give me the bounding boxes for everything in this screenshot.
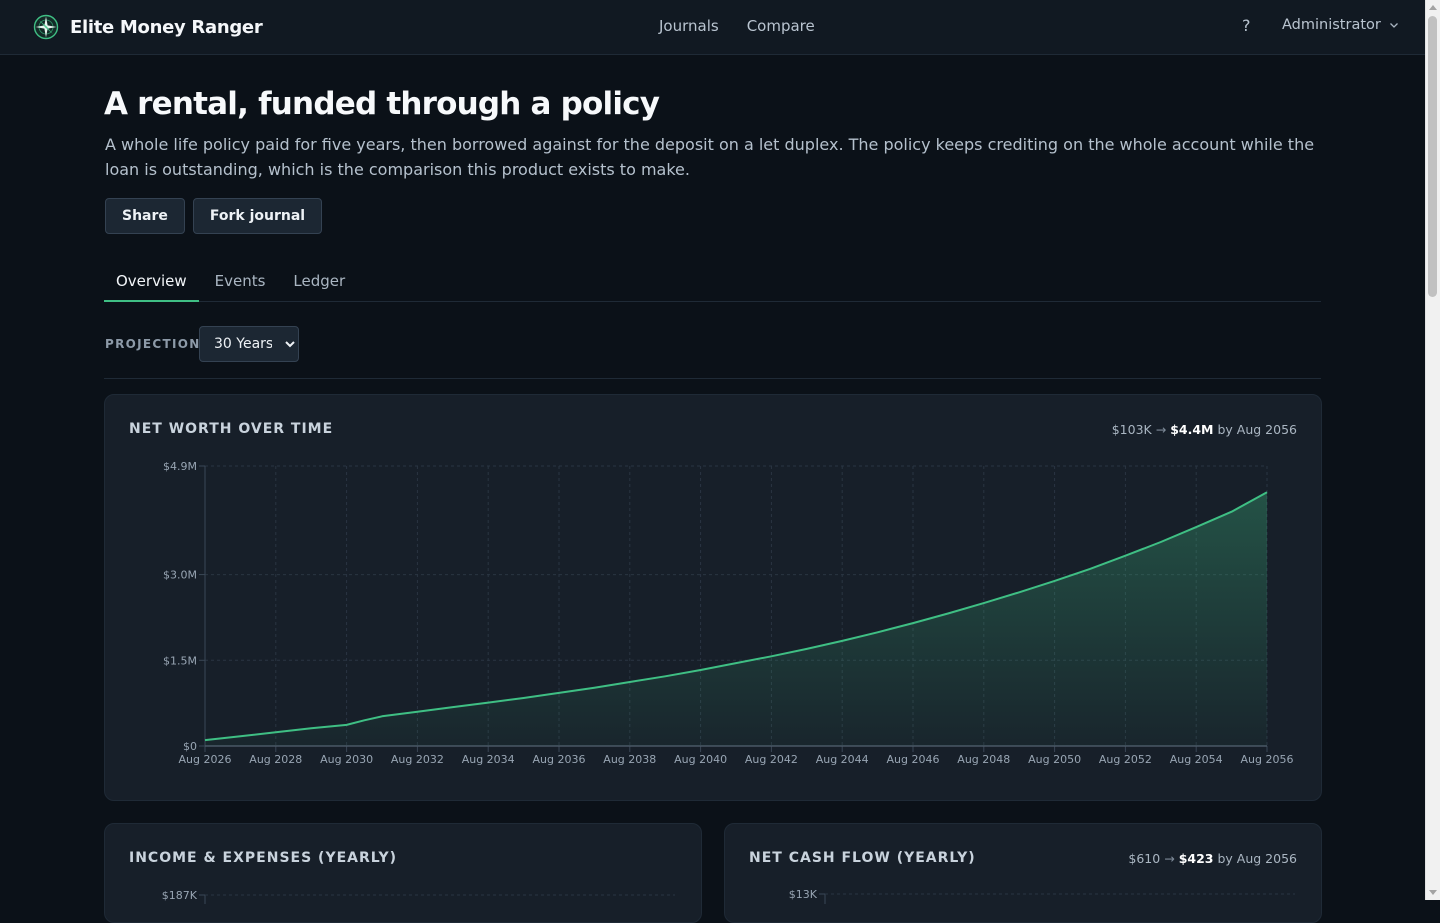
- tab-ledger[interactable]: Ledger: [293, 272, 346, 290]
- x-tick-label: Aug 2046: [887, 753, 940, 766]
- x-tick-label: Aug 2052: [1099, 753, 1152, 766]
- y-tick-label: $13K: [789, 888, 818, 901]
- y-tick-label: $3.0M: [163, 569, 197, 582]
- summary-start: $610: [1128, 851, 1161, 866]
- x-tick-label: Aug 2054: [1170, 753, 1223, 766]
- compass-icon: [33, 14, 59, 40]
- scroll-thumb[interactable]: [1428, 16, 1437, 297]
- net-worth-card: NET WORTH OVER TIME $103K → $4.4M by Aug 20…: [104, 394, 1322, 801]
- net-cash-flow-chart[interactable]: $13K: [725, 824, 1321, 904]
- x-tick-label: Aug 2032: [391, 753, 444, 766]
- net-cash-flow-summary: $610 → $423 by Aug 2056: [1128, 851, 1297, 866]
- card-title: NET CASH FLOW (YEARLY): [749, 850, 976, 866]
- net-worth-area: [205, 492, 1267, 746]
- x-tick-label: Aug 2050: [1028, 753, 1081, 766]
- x-tick-label: Aug 2044: [816, 753, 869, 766]
- summary-suffix: by Aug 2056: [1217, 851, 1298, 866]
- scroll-down-arrow-icon[interactable]: [1429, 890, 1437, 895]
- summary-suffix: by Aug 2056: [1217, 422, 1298, 437]
- x-tick-label: Aug 2056: [1241, 753, 1294, 766]
- projection-label: PROJECTION: [105, 337, 201, 351]
- x-tick-label: Aug 2040: [674, 753, 727, 766]
- x-tick-label: Aug 2030: [320, 753, 373, 766]
- x-tick-label: Aug 2034: [462, 753, 515, 766]
- net-cash-flow-card: NET CASH FLOW (YEARLY) $610 → $423 by Aug 2…: [724, 823, 1322, 923]
- x-tick-label: Aug 2048: [957, 753, 1010, 766]
- net-worth-line: [204, 491, 1268, 742]
- user-menu[interactable]: Administrator: [1282, 17, 1399, 33]
- summary-arrow: →: [1155, 422, 1167, 437]
- chevron-down-icon: [1389, 23, 1398, 28]
- summary-arrow: →: [1164, 851, 1175, 866]
- fork-journal-button[interactable]: Fork journal: [192, 198, 323, 234]
- x-tick-label: Aug 2036: [533, 753, 586, 766]
- brand[interactable]: Elite Money Ranger: [32, 13, 263, 41]
- user-name: Administrator: [1282, 17, 1381, 33]
- summary-end: $423: [1178, 851, 1214, 866]
- x-tick-label: Aug 2028: [249, 753, 302, 766]
- help-button[interactable]: ?: [1242, 16, 1251, 35]
- y-tick-label: $4.9M: [163, 460, 197, 473]
- scroll-up-arrow-icon[interactable]: [1429, 5, 1437, 10]
- tab-overview[interactable]: Overview: [104, 262, 199, 302]
- projection-select[interactable]: 30 Years: [199, 326, 299, 362]
- y-tick-label: $1.5M: [163, 654, 197, 667]
- x-tick-label: Aug 2026: [179, 753, 232, 766]
- nav-compare[interactable]: Compare: [746, 17, 815, 35]
- page-description: A whole life policy paid for five years,…: [105, 135, 1315, 179]
- page-scrollbar[interactable]: [1425, 0, 1440, 900]
- net-worth-summary: $103K → $4.4M by Aug 2056: [1112, 422, 1297, 437]
- tab-bar: Overview Events Ledger: [104, 262, 1321, 302]
- summary-end: $4.4M: [1170, 422, 1214, 437]
- main-nav: Journals Compare: [659, 17, 815, 35]
- card-title: INCOME & EXPENSES (YEARLY): [129, 850, 398, 866]
- card-title: NET WORTH OVER TIME: [129, 421, 334, 437]
- y-tick-label: $187K: [162, 889, 198, 902]
- income-expenses-chart[interactable]: $187K: [105, 824, 701, 904]
- share-button[interactable]: Share: [105, 198, 185, 234]
- page-title: A rental, funded through a policy: [104, 86, 660, 122]
- x-tick-label: Aug 2042: [745, 753, 798, 766]
- brand-name: Elite Money Ranger: [70, 16, 263, 38]
- top-navbar: Elite Money Ranger Journals Compare ? Ad…: [0, 0, 1425, 55]
- section-divider: [104, 378, 1321, 379]
- net-worth-chart[interactable]: $0 $1.5M $3.0M $4.9M Aug 2026 Aug 2028 Aug 203…: [105, 395, 1321, 800]
- summary-start: $103K: [1111, 422, 1152, 437]
- page-actions: Share Fork journal: [105, 198, 323, 234]
- y-tick-label: $0: [183, 740, 197, 753]
- tab-events[interactable]: Events: [214, 272, 266, 290]
- income-expenses-card: INCOME & EXPENSES (YEARLY) $187K: [104, 823, 702, 923]
- nav-journals[interactable]: Journals: [659, 17, 719, 35]
- x-tick-label: Aug 2038: [603, 753, 656, 766]
